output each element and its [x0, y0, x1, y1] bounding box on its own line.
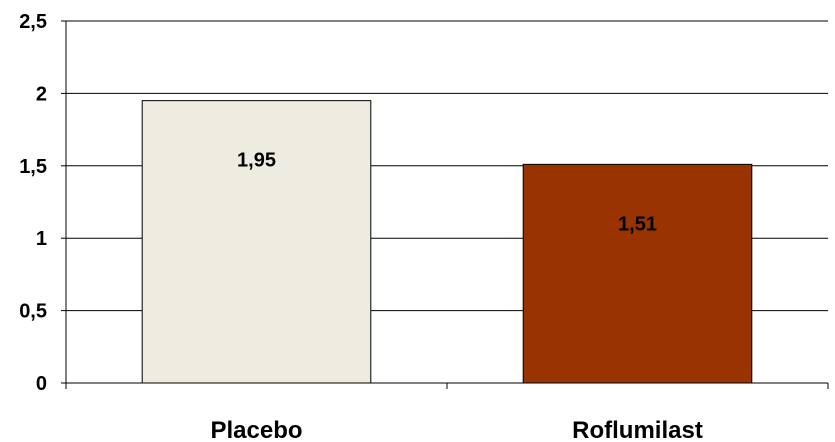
y-axis-ticks: 0 0,5 1 1,5 2 2,5 — [19, 11, 66, 395]
category-labels: Placebo Roflumilast — [210, 417, 702, 442]
y-tick-label: 2 — [36, 83, 47, 105]
y-tick-label: 2,5 — [19, 11, 47, 33]
y-tick-label: 0 — [36, 373, 47, 395]
axes — [65, 21, 829, 389]
bars: 1,95 1,51 — [141, 100, 753, 384]
data-label: 1,95 — [237, 150, 276, 172]
x-category-label: Placebo — [210, 417, 302, 442]
bar-placebo — [141, 100, 372, 384]
bar-roflumilast — [522, 163, 753, 384]
y-tick-label: 1,5 — [19, 156, 47, 178]
x-category-label: Roflumilast — [572, 417, 703, 442]
y-tick-label: 0,5 — [19, 301, 47, 323]
data-label: 1,51 — [618, 213, 657, 235]
y-tick-label: 1 — [36, 228, 47, 250]
